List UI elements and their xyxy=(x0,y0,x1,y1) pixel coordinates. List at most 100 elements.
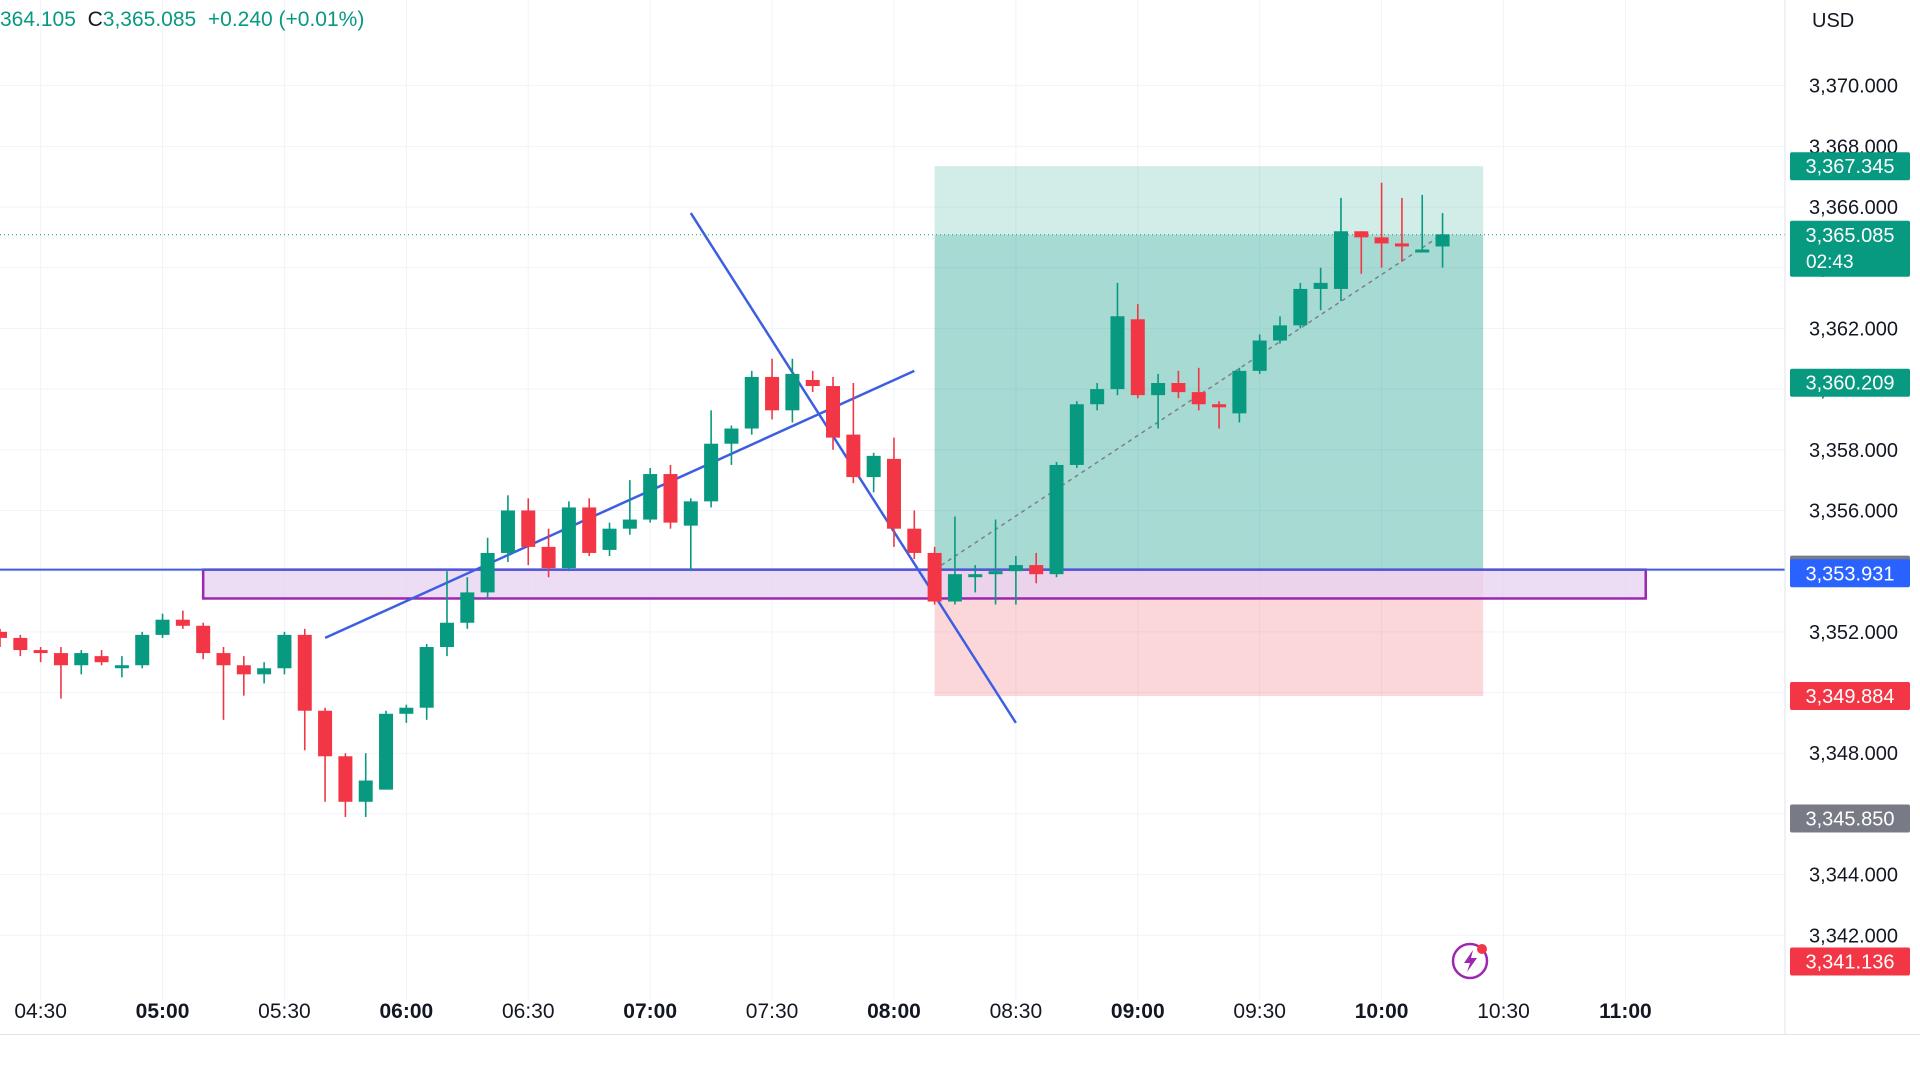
target-zone-filled xyxy=(934,234,1484,570)
price-label: 3,345.850 xyxy=(1790,804,1910,833)
change-value: +0.240 (+0.01%) xyxy=(207,8,365,31)
currency-selector[interactable]: USD xyxy=(1812,10,1855,32)
candle xyxy=(704,410,719,508)
candle-body xyxy=(277,634,292,669)
candle xyxy=(805,370,820,393)
bottom-divider xyxy=(0,1034,1920,1035)
time-tick-label: 04:30 xyxy=(14,1000,67,1023)
candle xyxy=(399,704,414,723)
time-tick-label: 09:30 xyxy=(1233,1000,1286,1023)
candle-body xyxy=(1394,243,1409,247)
candle-body xyxy=(480,552,495,593)
long-position-tool xyxy=(934,166,1484,697)
candle-body xyxy=(196,625,211,654)
price-label-bg xyxy=(1790,559,1910,588)
candle-body xyxy=(1232,370,1247,414)
candle xyxy=(1435,213,1450,268)
position-path-line xyxy=(934,233,1443,571)
candle xyxy=(1049,461,1064,578)
candle xyxy=(1069,401,1084,468)
candle-body xyxy=(785,373,800,411)
candle xyxy=(0,628,7,648)
candle xyxy=(33,647,48,663)
uptrend-line xyxy=(324,369,915,640)
candle xyxy=(907,510,922,560)
candle xyxy=(257,662,272,684)
price-label-text: 3,345.850 xyxy=(1806,808,1895,830)
price-tick-label: 3,362.000 xyxy=(1809,318,1898,340)
candle xyxy=(561,501,576,572)
candle-body xyxy=(460,592,475,623)
candle xyxy=(358,753,373,817)
candle-body xyxy=(1415,249,1430,253)
time-tick-label: 05:30 xyxy=(258,1000,311,1023)
candle-body xyxy=(1374,237,1389,244)
price-label-text: 3,353.931 xyxy=(1806,563,1895,585)
candle-body xyxy=(358,780,373,802)
candle xyxy=(947,516,962,605)
candle-body xyxy=(297,634,312,711)
candle-body xyxy=(968,574,983,578)
candle xyxy=(744,370,759,435)
price-label-text: 3,341.136 xyxy=(1806,952,1895,974)
candle-body xyxy=(257,668,272,675)
candle-body xyxy=(216,653,231,666)
price-label-text: 3,349.884 xyxy=(1806,686,1895,708)
candle-body xyxy=(1191,392,1206,405)
time-tick-label: 10:30 xyxy=(1477,1000,1530,1023)
candle-body xyxy=(1171,383,1186,393)
candle-body xyxy=(582,507,597,553)
candle-body xyxy=(1029,565,1044,575)
candle xyxy=(297,628,312,751)
candle xyxy=(53,647,68,699)
candle-body xyxy=(1110,316,1125,390)
candle-body xyxy=(1273,325,1288,341)
candle xyxy=(1293,282,1308,329)
price-label: 3,341.136 xyxy=(1790,947,1910,976)
candle xyxy=(318,707,333,802)
candle xyxy=(1008,555,1023,605)
candle-body xyxy=(338,756,353,802)
price-tick-label: 3,344.000 xyxy=(1809,865,1898,887)
lightning-icon xyxy=(1451,942,1489,980)
candle-body xyxy=(1252,340,1267,371)
candle-body xyxy=(135,634,150,666)
time-tick-label: 06:30 xyxy=(502,1000,555,1023)
lightning-icon-dot xyxy=(1477,944,1487,954)
time-tick-label: 08:30 xyxy=(990,1000,1043,1023)
candle xyxy=(1273,316,1288,344)
candle xyxy=(13,634,28,657)
candle xyxy=(1252,334,1267,374)
time-tick-label: 06:00 xyxy=(379,1000,433,1023)
candle xyxy=(663,464,678,529)
price-tick-label: 3,356.000 xyxy=(1809,500,1898,522)
candle xyxy=(1110,282,1125,396)
candle-body xyxy=(0,631,7,638)
candle xyxy=(439,571,454,657)
candle xyxy=(1151,373,1166,429)
price-tick-label: 3,358.000 xyxy=(1809,440,1898,462)
candle xyxy=(1232,367,1247,423)
time-tick-label: 05:00 xyxy=(136,1000,190,1023)
candle-body xyxy=(175,619,190,626)
candle xyxy=(196,622,211,660)
candle xyxy=(582,498,597,556)
candle-body xyxy=(541,546,556,569)
candle-body xyxy=(724,428,739,444)
price-label-bg xyxy=(1790,152,1910,181)
candle xyxy=(785,358,800,423)
candle-body xyxy=(602,528,617,550)
candle xyxy=(135,631,150,669)
candle-body xyxy=(33,650,48,654)
price-tick-label: 3,366.000 xyxy=(1809,197,1898,219)
target-zone-upper xyxy=(934,166,1484,235)
candle-body xyxy=(1130,319,1145,396)
price-label-text: 3,367.345 xyxy=(1806,156,1895,178)
candle xyxy=(622,480,637,535)
candle xyxy=(114,656,129,678)
candle xyxy=(846,383,861,484)
candle-body xyxy=(886,458,901,529)
lightning-icon-ring xyxy=(1451,942,1489,980)
